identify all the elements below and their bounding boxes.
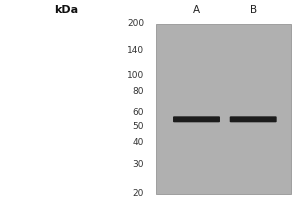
Text: A: A xyxy=(193,5,200,15)
Text: 40: 40 xyxy=(133,138,144,147)
Text: kDa: kDa xyxy=(54,5,78,15)
Text: 80: 80 xyxy=(133,87,144,96)
Text: 60: 60 xyxy=(133,108,144,117)
Text: 100: 100 xyxy=(127,71,144,80)
FancyBboxPatch shape xyxy=(173,116,220,122)
Text: 20: 20 xyxy=(133,190,144,198)
Text: 30: 30 xyxy=(133,160,144,169)
Text: 140: 140 xyxy=(127,46,144,55)
Text: 50: 50 xyxy=(133,122,144,131)
Bar xyxy=(156,24,291,194)
FancyBboxPatch shape xyxy=(230,116,277,122)
Text: B: B xyxy=(250,5,257,15)
Text: 200: 200 xyxy=(127,20,144,28)
